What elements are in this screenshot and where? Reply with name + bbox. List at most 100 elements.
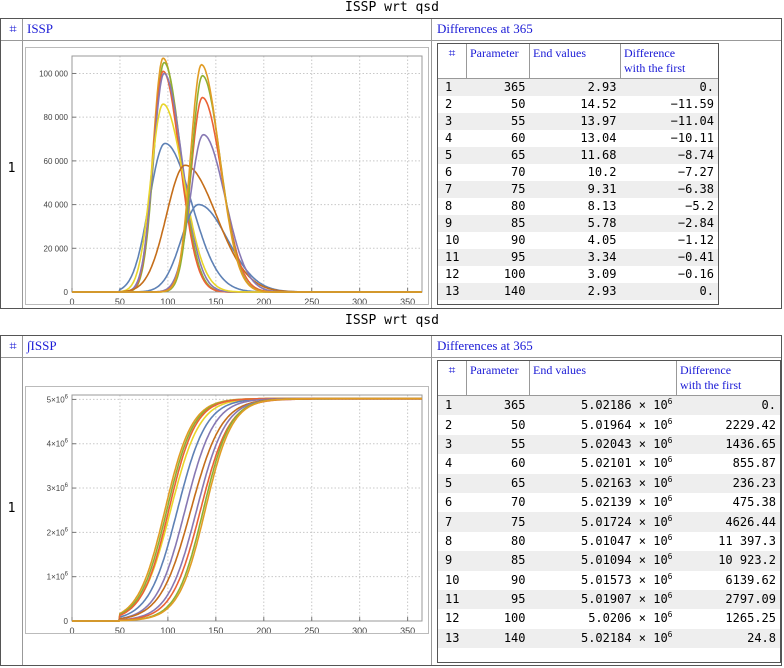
curve-2-line — [72, 57, 422, 293]
y-tick-label: 5×106 — [47, 394, 69, 404]
cell-parameter: 75 — [466, 181, 530, 198]
table-row: 13 140 5.02184 × 106 24.8 — [438, 628, 780, 649]
cell-parameter: 60 — [511, 456, 526, 471]
th-end-values: End values — [529, 44, 621, 79]
cell-parameter: 85 — [466, 215, 530, 232]
cell-parameter: 50 — [511, 417, 526, 432]
cell-end-value: 10.2 — [587, 165, 617, 179]
table-row: 3 55 13.97 −11.04 — [438, 113, 718, 130]
cell-num: 5 — [438, 473, 467, 493]
y-tick-label: 100 000 — [39, 69, 68, 78]
table-row: 9 85 5.01094 × 106 10 923.2 — [438, 551, 780, 571]
y-tick-label: 1×106 — [47, 572, 69, 582]
y-tick-label: 4×106 — [47, 439, 69, 449]
cell-num: 8 — [445, 533, 453, 548]
x-tick-label: 0 — [69, 297, 74, 304]
cell-parameter: 55 — [466, 434, 530, 455]
cell-parameter: 100 — [503, 267, 526, 281]
cell-end-value: 4.05 — [587, 233, 617, 247]
cell-num: 8 — [445, 199, 453, 213]
x-tick-label: 200 — [256, 297, 271, 304]
x-tick-label: 200 — [256, 626, 271, 633]
cell-difference: 4626.44 — [676, 512, 780, 532]
x-tick-label: 300 — [352, 626, 367, 633]
y-tick-label: 0 — [64, 617, 69, 626]
th-end-values: End values — [529, 361, 677, 396]
cum-issp-diff-table: ⌗ Parameter End values Difference with th… — [437, 360, 781, 663]
cell-difference: 10 923.2 — [676, 551, 780, 571]
panel1-grid: ⌗ ISSP Differences at 365 1 0 50 100 150 200… — [0, 18, 782, 309]
cell-difference: 0. — [620, 78, 718, 96]
table-row: 11 95 3.34 −0.41 — [438, 249, 718, 266]
cell-difference: 1436.65 — [676, 434, 780, 455]
cell-end-value: 5.02186 × 106 — [529, 395, 677, 416]
table-header-row: ⌗ Parameter End values Difference with th… — [438, 361, 780, 396]
cell-num: 2 — [445, 417, 453, 432]
cum-8-line — [72, 398, 422, 622]
cell-parameter: 140 — [466, 628, 530, 649]
table-header-row: ⌗ Parameter End values Difference with th… — [438, 44, 718, 79]
cell-end-value: 2.93 — [529, 78, 621, 96]
cell-parameter: 70 — [511, 165, 526, 179]
y-tick-label: 3×106 — [47, 483, 69, 493]
cell-end-value: 5.01724 × 106 — [529, 512, 677, 532]
table-row: 1 365 5.02186 × 106 0. — [438, 395, 780, 416]
cell-difference: −1.12 — [677, 233, 714, 247]
cell-end-value: 5.02163 × 106 — [529, 473, 677, 493]
cum-issp-chart: 0 50 100 150 200 250 300 350 0 1×106 2×106 3×106 4×1… — [47, 394, 423, 633]
cell-difference: 2797.09 — [676, 589, 780, 610]
cum-2-line — [72, 397, 422, 622]
curve-4-line — [72, 70, 422, 293]
cell-num: 9 — [438, 215, 467, 232]
cell-difference: −6.38 — [620, 181, 718, 198]
cell-end-value: 5.02184 × 106 — [529, 628, 677, 649]
cell-parameter: 50 — [511, 97, 526, 111]
cum-11-line — [72, 397, 422, 622]
cell-num: 13 — [438, 628, 467, 649]
cell-difference: −2.84 — [620, 215, 718, 232]
cell-parameter: 65 — [466, 473, 530, 493]
cell-parameter: 75 — [466, 512, 530, 532]
cell-num: 7 — [438, 181, 467, 198]
curve-11-line — [72, 74, 422, 293]
cum-10-line — [72, 397, 422, 622]
cell-num: 1 — [438, 78, 467, 96]
panel1-row-label: 1 — [7, 161, 16, 176]
cell-num: 2 — [445, 97, 453, 111]
issp-plot[interactable]: 0 50 100 150 200 250 300 350 0 20 000 40 000 60 000… — [25, 47, 429, 305]
panel1-col-plot: ISSP — [27, 21, 54, 36]
table-row: 7 75 9.31 −6.38 — [438, 181, 718, 198]
cell-difference: −0.16 — [677, 267, 714, 281]
table-row: 5 65 5.02163 × 106 236.23 — [438, 473, 780, 493]
curve-5-line — [72, 72, 422, 293]
cell-end-value: 5.01047 × 106 — [580, 532, 673, 548]
cell-difference: −0.41 — [620, 249, 718, 266]
cell-parameter: 60 — [511, 131, 526, 145]
cum-4-line — [72, 397, 422, 622]
issp-chart: 0 50 100 150 200 250 300 350 0 20 000 40 000 60 000… — [39, 55, 423, 304]
cell-num: 10 — [445, 572, 460, 587]
table-row: 4 60 13.04 −10.11 — [438, 130, 718, 147]
table-row: 12 100 3.09 −0.16 — [438, 266, 718, 283]
cell-end-value: 9.31 — [529, 181, 621, 198]
th-num: ⌗ — [438, 361, 467, 396]
cell-end-value: 8.13 — [587, 199, 617, 213]
table-row: 2 50 5.01964 × 106 2229.42 — [438, 415, 780, 434]
x-tick-label: 350 — [400, 297, 415, 304]
cell-parameter: 65 — [466, 147, 530, 164]
x-tick-label: 100 — [160, 626, 175, 633]
x-tick-label: 250 — [304, 297, 319, 304]
panel2-row-label: 1 — [7, 501, 16, 516]
cell-difference: 0. — [676, 395, 780, 416]
panel2-col-num: ⌗ — [9, 338, 17, 353]
th-difference: Difference with the first — [676, 361, 780, 396]
cell-end-value: 2.93 — [529, 283, 621, 300]
th-num: ⌗ — [438, 44, 467, 79]
cum-issp-plot[interactable]: 0 50 100 150 200 250 300 350 0 1×106 2×106 3×106 4×1… — [25, 386, 429, 634]
cell-end-value: 5.02043 × 106 — [529, 434, 677, 455]
cell-difference: 855.87 — [732, 456, 776, 471]
x-tick-label: 300 — [352, 297, 367, 304]
cell-parameter: 100 — [503, 611, 526, 626]
y-tick-label: 80 000 — [44, 113, 69, 122]
cell-num: 11 — [438, 249, 467, 266]
